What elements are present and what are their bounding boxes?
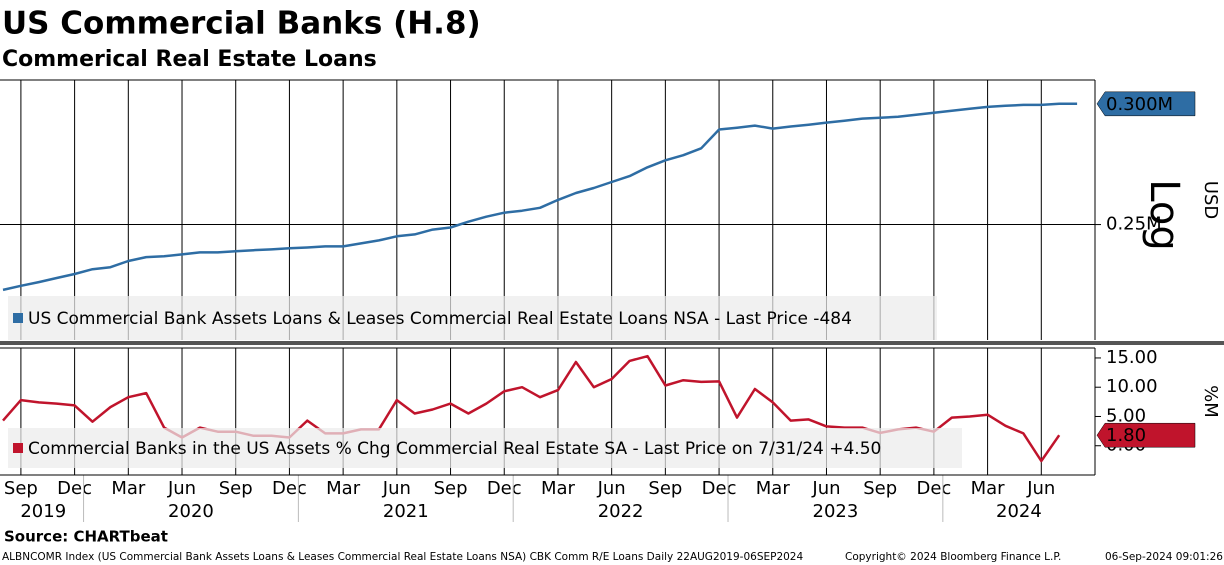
footer-copyright: Copyright© 2024 Bloomberg Finance L.P.	[845, 551, 1061, 563]
x-tick-label: Sep	[648, 478, 682, 499]
source: Source: CHARTbeat	[4, 528, 168, 546]
series-line	[2, 102, 1078, 292]
legend-swatch	[13, 313, 23, 323]
x-tick-label: Jun	[1026, 478, 1055, 499]
y-tick-label: 5.00	[1106, 405, 1146, 426]
y-tick-label: 10.00	[1106, 376, 1158, 397]
footer-index: ALBNCOMR Index (US Commercial Bank Asset…	[2, 551, 803, 563]
x-year-label: 2021	[383, 501, 429, 522]
x-year-label: 2019	[20, 501, 66, 522]
x-tick-label: Jun	[597, 478, 626, 499]
x-year-label: 2023	[813, 501, 859, 522]
panel-separator	[0, 341, 1224, 345]
x-tick-label: Jun	[811, 478, 840, 499]
legend-box	[8, 296, 937, 340]
x-tick-label: Sep	[219, 478, 253, 499]
x-tick-label: Dec	[487, 478, 522, 499]
scale-note: Log	[1141, 179, 1187, 250]
x-year-label: 2024	[996, 501, 1042, 522]
x-tick-label: Mar	[111, 478, 146, 499]
x-tick-label: Sep	[434, 478, 468, 499]
y-tick-label: 0.25M	[1106, 214, 1162, 235]
x-tick-label: Mar	[326, 478, 361, 499]
y-axis-label: USD	[1200, 181, 1221, 219]
x-tick-label: Jun	[382, 478, 411, 499]
y-axis-label: %M	[1200, 385, 1221, 418]
x-year-label: 2022	[598, 501, 644, 522]
last-value-tag	[1096, 422, 1196, 448]
footer-timestamp: 06-Sep-2024 09:01:26	[1105, 551, 1223, 563]
x-tick-label: Mar	[756, 478, 791, 499]
x-tick-label: Jun	[167, 478, 196, 499]
legend-label: US Commercial Bank Assets Loans & Leases…	[28, 309, 852, 329]
last-value-tag	[1096, 91, 1196, 117]
chart-title: US Commercial Banks (H.8)	[2, 6, 481, 42]
x-year-label: 2020	[168, 501, 214, 522]
y-tick-label: 15.00	[1106, 347, 1158, 368]
legend-label: Commercial Banks in the US Assets % Chg …	[28, 439, 881, 459]
x-tick-label: Mar	[971, 478, 1006, 499]
x-tick-label: Dec	[916, 478, 951, 499]
x-tick-label: Sep	[863, 478, 897, 499]
legend-swatch	[13, 443, 23, 453]
last-value-label: 0.300M	[1106, 94, 1173, 115]
legend-box	[8, 428, 962, 468]
last-value-label: 1.80	[1106, 425, 1146, 446]
x-tick-label: Dec	[702, 478, 737, 499]
x-tick-label: Sep	[4, 478, 38, 499]
x-tick-label: Dec	[272, 478, 307, 499]
chart-subtitle: Commerical Real Estate Loans	[2, 47, 377, 72]
x-tick-label: Mar	[541, 478, 576, 499]
x-tick-label: Dec	[57, 478, 92, 499]
